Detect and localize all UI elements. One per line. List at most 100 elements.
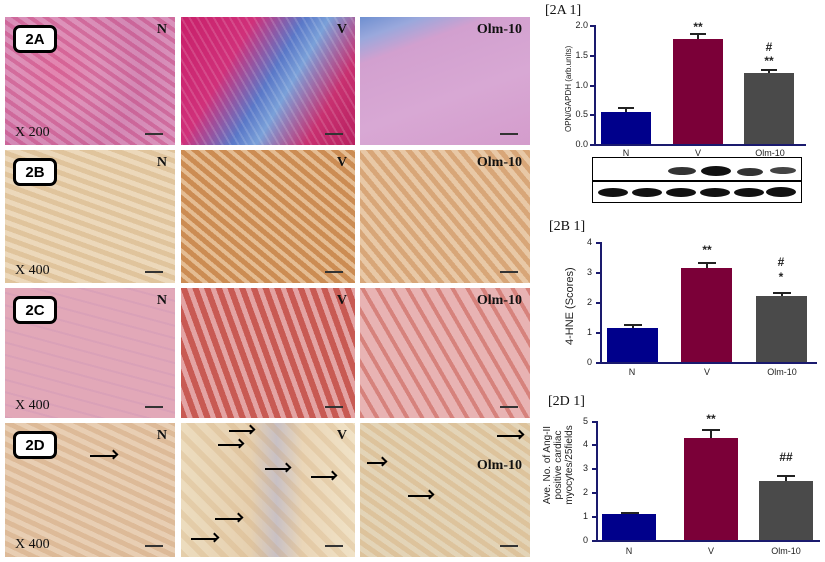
y-tick-label: 0 (586, 357, 592, 367)
y-tick-label: 2 (586, 297, 592, 307)
chart-title: [2A 1] (545, 3, 582, 18)
row-badge: 2D (13, 431, 57, 459)
magnification-label: X 200 (15, 125, 50, 140)
significance-marker: ** (693, 20, 703, 34)
error-bar (710, 430, 712, 438)
y-tick (592, 444, 596, 446)
y-tick (592, 540, 596, 542)
chart-2a1: OPN/GAPDH (arb.units) 0.0 0.5 1.0 1.5 2.… (530, 0, 825, 210)
x-axis (594, 144, 806, 146)
bar-olm10 (744, 73, 794, 144)
arrow-icon (408, 495, 432, 497)
y-tick-label: 1.0 (575, 80, 588, 90)
arrow-icon (367, 462, 385, 464)
group-label: N (156, 428, 167, 443)
panel-2c-olm10: Olm-10 (360, 288, 530, 418)
y-tick (592, 492, 596, 494)
scale-bar (325, 133, 343, 135)
bar-olm10 (759, 481, 813, 540)
significance-marker: * (778, 270, 784, 284)
y-tick (592, 516, 596, 518)
error-cap (702, 429, 720, 431)
error-cap (773, 292, 791, 294)
error-bar (768, 70, 770, 73)
error-cap (618, 107, 634, 109)
bar-n (602, 514, 656, 540)
scale-bar (145, 133, 163, 135)
x-tick-label: N (622, 148, 630, 158)
x-tick-label: V (703, 367, 710, 377)
error-bar (706, 263, 708, 268)
y-tick (590, 85, 594, 87)
group-label: N (156, 22, 167, 37)
y-axis (596, 421, 598, 541)
error-bar (697, 33, 699, 39)
panel-2a-olm10: Olm-10 (360, 17, 530, 145)
group-label: N (156, 155, 167, 170)
scale-bar (145, 545, 163, 547)
error-cap (690, 33, 706, 35)
x-tick-label: V (694, 148, 701, 158)
y-tick (592, 421, 596, 423)
scale-bar (325, 271, 343, 273)
magnification-label: X 400 (15, 398, 50, 413)
scale-bar (500, 271, 518, 273)
x-axis (600, 362, 817, 364)
panel-2c-v: V (181, 288, 355, 418)
panel-2b-olm10: Olm-10 (360, 150, 530, 283)
y-tick (596, 332, 600, 334)
arrow-icon (218, 444, 242, 446)
western-blot-opn (592, 157, 802, 181)
group-label: V (336, 22, 347, 37)
significance-marker: ## (779, 450, 793, 464)
y-tick (596, 272, 600, 274)
scale-bar (325, 406, 343, 408)
error-cap (698, 262, 716, 264)
western-blot-gapdh (592, 181, 802, 203)
y-tick (590, 55, 594, 57)
significance-marker: ** (706, 412, 716, 426)
y-tick (596, 242, 600, 244)
panel-2d-olm10: Olm-10 (360, 423, 530, 557)
panel-2b-n: 2B N X 400 (5, 150, 175, 283)
y-tick-label: 4 (586, 237, 592, 247)
panel-2d-v: V (181, 423, 355, 557)
arrow-icon (90, 455, 116, 457)
panel-2d-n: 2D N X 400 (5, 423, 175, 557)
significance-marker: ** (764, 54, 774, 68)
bar-v (684, 438, 738, 540)
y-tick-label: 4 (582, 439, 588, 449)
group-label: Olm-10 (476, 458, 522, 473)
arrow-icon (215, 518, 241, 520)
group-label: V (336, 155, 347, 170)
y-tick (596, 362, 600, 364)
chart-title: [2B 1] (549, 219, 586, 234)
y-tick-label: 2.0 (575, 20, 588, 30)
row-badge: 2B (13, 158, 57, 186)
y-tick-label: 2 (582, 487, 588, 497)
y-tick-label: 3 (586, 267, 592, 277)
y-tick-label: 0 (582, 535, 588, 545)
row-badge: 2C (13, 296, 57, 324)
error-bar (632, 325, 634, 328)
y-axis (600, 242, 602, 363)
y-tick-label: 1 (586, 327, 592, 337)
y-tick-label: 1.5 (575, 50, 588, 60)
error-bar (785, 476, 787, 481)
arrow-icon (265, 468, 289, 470)
significance-marker: ** (702, 243, 712, 257)
chart-2b1: 4-HNE (Scores) 0 1 2 3 4 ** # * N V Olm-… (530, 210, 825, 390)
arrow-icon (497, 435, 522, 437)
y-tick (592, 468, 596, 470)
error-cap (621, 512, 639, 514)
y-tick-label: 0.0 (575, 139, 588, 149)
bar-n (601, 112, 651, 144)
group-label: Olm-10 (476, 22, 522, 37)
scale-bar (500, 545, 518, 547)
scale-bar (325, 545, 343, 547)
magnification-label: X 400 (15, 537, 50, 552)
y-axis (594, 25, 596, 145)
bar-v (681, 268, 732, 362)
y-tick (590, 144, 594, 146)
scale-bar (500, 406, 518, 408)
